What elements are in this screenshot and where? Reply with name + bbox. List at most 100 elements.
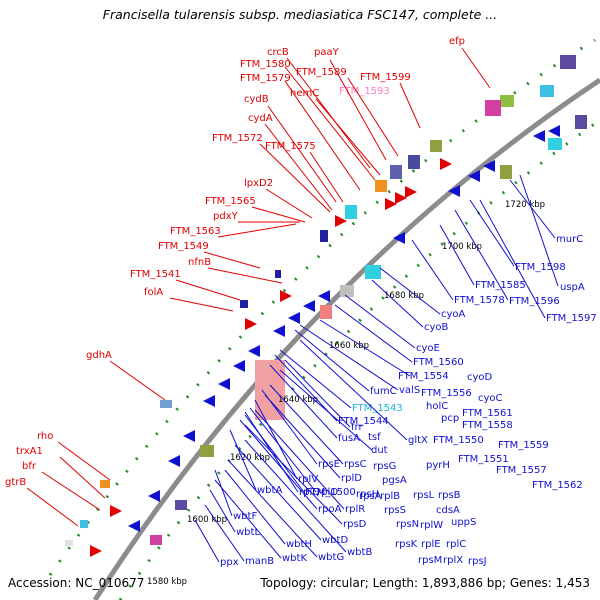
gene-label[interactable]: rplC (446, 539, 466, 550)
gene-label[interactable]: nfnB (188, 257, 211, 268)
gene-label[interactable]: rplR (345, 504, 365, 515)
forward-gene-labels[interactable]: crcB paaY efp FTM_1580 FTM_1589 FTM_1599… (5, 36, 465, 488)
gene-label[interactable]: FTM_1599 (360, 72, 411, 83)
gene-label[interactable]: wbtL (236, 527, 260, 538)
gene-label[interactable]: rplD (341, 473, 362, 484)
gene-label[interactable]: FTM_1557 (496, 465, 547, 476)
gene-label[interactable]: FTM_1500 (305, 487, 356, 498)
gene-label[interactable]: FTM_1593 (339, 86, 390, 97)
gene-label[interactable]: FTM_1554 (398, 371, 449, 382)
gene-label[interactable]: cyoC (478, 393, 503, 404)
gene-label[interactable]: cyoE (416, 343, 440, 354)
gene-label[interactable]: holC (426, 401, 448, 412)
gene-label[interactable]: fusA (338, 433, 360, 444)
gene-label[interactable]: crcB (267, 47, 289, 58)
gene-label[interactable]: lpxD2 (244, 178, 273, 189)
gene-label[interactable]: FTM_1558 (462, 420, 513, 431)
gene-label[interactable]: FTM_1580 (240, 59, 291, 70)
gene-label[interactable]: FTM_1551 (458, 454, 509, 465)
gene-label[interactable]: murC (556, 234, 583, 245)
gene-label[interactable]: FTM_1585 (475, 280, 526, 291)
gene-label[interactable]: gtrB (5, 477, 26, 488)
gene-label[interactable]: rplX (443, 555, 463, 566)
gene-label[interactable]: efp (449, 36, 465, 47)
gene-label[interactable]: cyoD (467, 372, 493, 383)
gene-label[interactable]: frr (351, 422, 363, 433)
gene-label[interactable]: rpoA (318, 504, 342, 515)
gene-label[interactable]: FTM_1550 (433, 435, 484, 446)
gene-label[interactable]: FTM_1597 (546, 313, 597, 324)
gene-label[interactable]: FTM_1562 (532, 480, 583, 491)
gene-label[interactable]: rpsG (373, 461, 396, 472)
gene-label[interactable]: hemC (290, 88, 319, 99)
gene-label[interactable]: rpsJ (468, 556, 487, 567)
gene-label[interactable]: FTM_1560 (413, 357, 464, 368)
gene-label[interactable]: rplV (298, 474, 318, 485)
gene-label[interactable]: rho (37, 431, 53, 442)
gene-label[interactable]: rplE (421, 539, 441, 550)
gene-label[interactable]: rpsK (395, 539, 418, 550)
gene-label[interactable]: FTM_1598 (515, 262, 566, 273)
gene-label[interactable]: pyrH (426, 460, 450, 471)
gene-label[interactable]: gltX (408, 435, 428, 446)
gene-label[interactable]: wbtA (257, 485, 282, 496)
gene-label[interactable]: FTM_1575 (265, 141, 316, 152)
gene-label[interactable]: cyoA (441, 309, 466, 320)
gene-label[interactable]: FTM_1589 (296, 67, 347, 78)
gene-label[interactable]: rpsE (318, 459, 340, 470)
gene-label[interactable]: rpsD (343, 519, 367, 530)
gene-label[interactable]: manB (245, 556, 274, 567)
gene-label[interactable]: rpsA (359, 491, 382, 502)
gene-label[interactable]: FTM_1561 (462, 408, 513, 419)
gene-label[interactable]: ppx (220, 557, 239, 568)
gene-label[interactable]: FTM_1572 (212, 133, 263, 144)
gene-label[interactable]: pgsA (382, 475, 407, 486)
gene-label[interactable]: rpsN (396, 519, 419, 530)
gene-label[interactable]: uppS (451, 517, 476, 528)
gene-label[interactable]: rpsS (384, 505, 406, 516)
gene-label[interactable]: trxA1 (16, 446, 43, 457)
gene-label[interactable]: rpsL (413, 490, 435, 501)
gene-label[interactable]: dut (371, 445, 388, 456)
reverse-gene-labels[interactable]: murC FTM_1598 uspA FTM_1585 FTM_1596 FTM… (220, 234, 597, 568)
gene-label[interactable]: FTM_1559 (498, 440, 549, 451)
gene-label[interactable]: gdhA (86, 350, 112, 361)
gene-label[interactable]: wbtG (318, 552, 344, 563)
gene-label[interactable]: FTM_1544 (338, 416, 389, 427)
gene-label[interactable]: cdsA (436, 505, 460, 516)
gene-label[interactable]: wbtK (282, 553, 307, 564)
gene-label[interactable]: wbtB (347, 547, 372, 558)
gene-label[interactable]: rplB (380, 491, 400, 502)
gene-label[interactable]: uspA (560, 282, 585, 293)
gene-label[interactable]: tsf (368, 432, 381, 443)
gene-label[interactable]: rplW (420, 520, 443, 531)
gene-label[interactable]: cyoB (424, 322, 449, 333)
gene-label[interactable]: fumC (370, 386, 397, 397)
gene-label[interactable]: rpsC (344, 459, 367, 470)
gene-label[interactable]: FTM_1596 (509, 296, 560, 307)
gene-label[interactable]: cydB (244, 94, 269, 105)
gene-label[interactable]: rplQ (299, 487, 320, 498)
gene-label[interactable]: folA (144, 287, 163, 298)
gene-label[interactable]: FTM_1556 (421, 388, 472, 399)
gene-label[interactable]: rpsH (356, 489, 379, 500)
gene-label[interactable]: FTM_1565 (205, 196, 256, 207)
gene-label[interactable]: rpsM (418, 555, 442, 566)
gene-label[interactable]: wbtH (286, 539, 312, 550)
gene-label[interactable]: FTM_1549 (158, 241, 209, 252)
gene-label[interactable]: paaY (314, 47, 340, 58)
gene-label[interactable]: pcp (441, 413, 459, 424)
gene-label[interactable]: FTM_1541 (130, 269, 181, 280)
gene-label[interactable]: FTM_1563 (170, 226, 221, 237)
gene-label[interactable]: pdxY (213, 211, 239, 222)
gene-label[interactable]: cydA (248, 113, 273, 124)
gene-label[interactable]: FTM_1579 (240, 73, 291, 84)
gene-label[interactable]: valS (399, 385, 420, 396)
gene-label[interactable]: FTM_1578 (454, 295, 505, 306)
gene-label[interactable]: rpsB (438, 490, 461, 501)
gene-label[interactable]: bfr (22, 461, 37, 472)
gene-label[interactable]: rplO (317, 487, 338, 498)
gene-label[interactable]: wbtF (233, 511, 257, 522)
gene-label[interactable]: FTM_1543 (352, 403, 403, 414)
